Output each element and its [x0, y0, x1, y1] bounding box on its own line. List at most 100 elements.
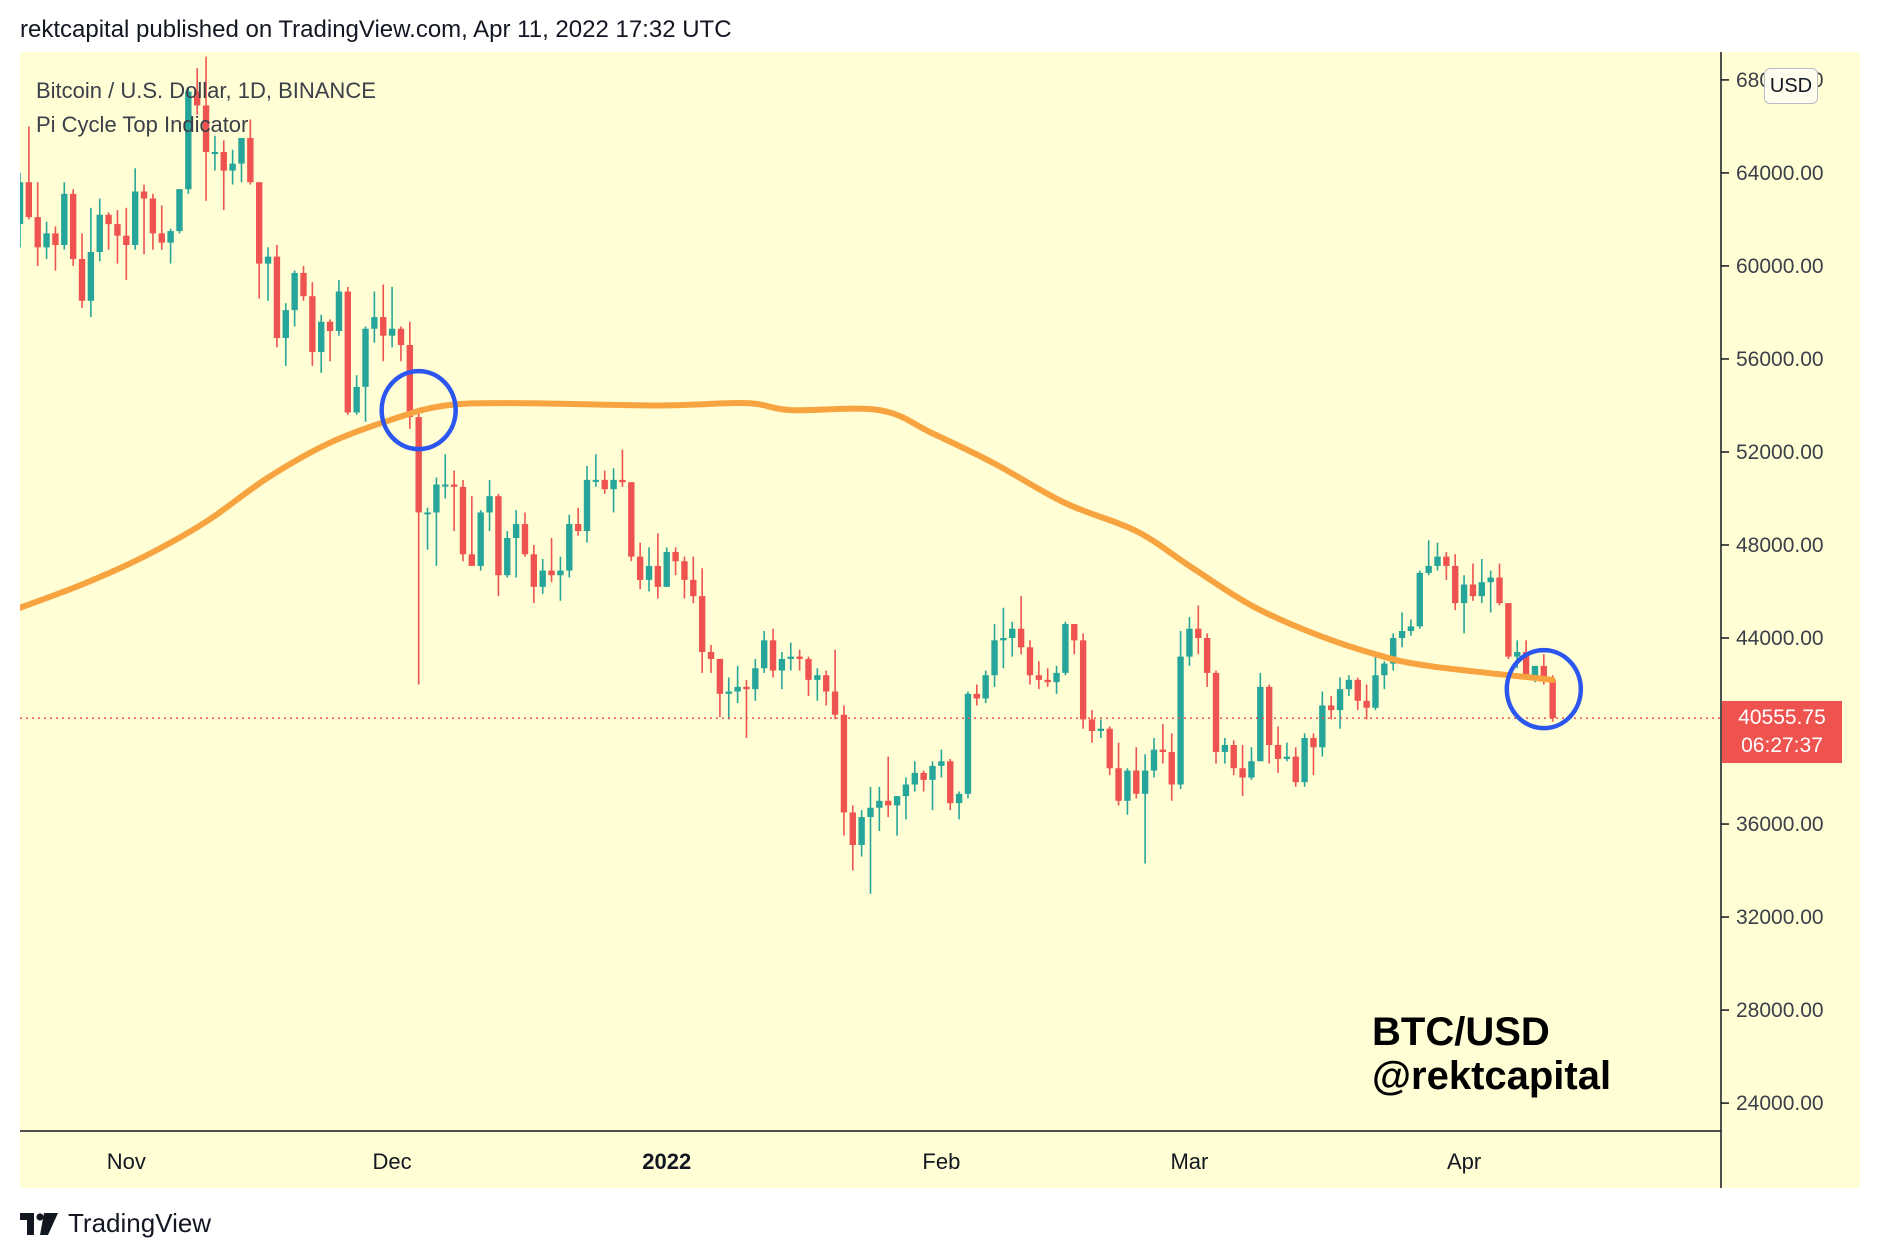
- candle: [1195, 605, 1202, 655]
- candle: [973, 684, 981, 706]
- candle-body: [1540, 665, 1548, 680]
- candle: [247, 119, 254, 185]
- candle-body: [468, 554, 476, 566]
- candle: [1390, 633, 1397, 671]
- candle-body: [672, 551, 679, 562]
- candle: [1150, 738, 1158, 778]
- candle-body: [1044, 679, 1051, 683]
- footer-brand[interactable]: TradingView: [20, 1208, 211, 1239]
- candle: [902, 777, 910, 820]
- candle: [318, 314, 325, 373]
- candle-body: [273, 256, 281, 339]
- candle: [52, 226, 59, 271]
- candle-body: [645, 565, 653, 580]
- annotation-circle: [379, 368, 458, 452]
- candle: [840, 705, 848, 836]
- candle-body: [1053, 672, 1060, 683]
- candle: [1017, 596, 1025, 655]
- candle-body: [353, 386, 360, 413]
- candle: [1336, 677, 1344, 729]
- candle-body: [876, 800, 883, 808]
- candle-body: [601, 479, 608, 490]
- candle-body: [760, 640, 768, 669]
- candle: [1407, 619, 1415, 636]
- candle-body: [539, 570, 546, 587]
- currency-badge[interactable]: USD: [1764, 68, 1818, 104]
- candle: [1159, 724, 1167, 764]
- candle-body: [1372, 675, 1379, 708]
- candle-body: [1398, 631, 1406, 639]
- candle-body: [167, 231, 174, 243]
- candle: [388, 286, 396, 348]
- candle-body: [114, 224, 121, 236]
- candle: [876, 786, 883, 832]
- candle: [442, 454, 449, 499]
- candle: [1274, 726, 1282, 773]
- candle: [1319, 691, 1326, 757]
- candle: [309, 282, 316, 366]
- candle-body: [415, 417, 422, 513]
- candle: [663, 547, 670, 587]
- candle: [911, 761, 918, 792]
- candle: [353, 375, 360, 415]
- price-tick-label: 32000.00: [1736, 906, 1824, 929]
- candle: [778, 651, 786, 690]
- candle-body: [1274, 744, 1282, 759]
- candle: [415, 407, 422, 685]
- candle: [734, 665, 741, 704]
- candle-body: [140, 191, 148, 199]
- candle: [202, 56, 210, 201]
- candle: [43, 221, 50, 259]
- candle: [1505, 603, 1512, 659]
- candle: [1035, 661, 1043, 690]
- candle: [867, 786, 874, 894]
- price-tick-label: 60000.00: [1736, 255, 1824, 278]
- candle-body: [1257, 686, 1264, 762]
- candle: [982, 670, 989, 704]
- candle: [1345, 675, 1353, 697]
- candle: [1079, 633, 1087, 729]
- candle: [123, 207, 130, 280]
- candle-body: [406, 345, 414, 418]
- candle-body: [247, 138, 254, 183]
- candle-body: [1009, 628, 1016, 639]
- candle-body: [663, 551, 670, 587]
- chart-svg[interactable]: 68000.0064000.0060000.0056000.0052000.00…: [20, 52, 1860, 1188]
- candle-body: [530, 554, 538, 587]
- candle: [459, 479, 467, 562]
- candle: [167, 228, 174, 264]
- candle-body: [769, 640, 777, 671]
- candle-body: [43, 233, 50, 248]
- candle-body: [548, 570, 555, 576]
- candle-body: [1079, 640, 1087, 720]
- candle: [1026, 640, 1034, 685]
- candle-body: [282, 310, 289, 339]
- candle-body: [628, 482, 635, 557]
- candle-body: [1452, 565, 1459, 604]
- candle: [273, 245, 281, 348]
- time-tick-label: Feb: [922, 1149, 960, 1174]
- candle: [955, 791, 963, 820]
- candle: [397, 326, 405, 362]
- candle: [1000, 607, 1007, 669]
- candle-body: [87, 251, 95, 301]
- candle-body: [840, 714, 848, 813]
- candle-body: [69, 193, 77, 259]
- candle-body: [1106, 728, 1113, 769]
- candle-body: [1496, 577, 1503, 604]
- candle-body: [1310, 738, 1317, 748]
- candle: [814, 668, 821, 701]
- candle-body: [1239, 768, 1246, 778]
- candle: [805, 656, 812, 697]
- candle-body: [388, 328, 396, 336]
- candle-body: [1035, 675, 1043, 680]
- candle-body: [1390, 638, 1397, 664]
- candle-body: [433, 484, 440, 513]
- chart-frame[interactable]: 68000.0064000.0060000.0056000.0052000.00…: [20, 52, 1860, 1188]
- candle: [760, 631, 768, 673]
- candle: [1088, 710, 1096, 743]
- candle: [1301, 733, 1308, 787]
- candle: [1469, 563, 1477, 601]
- candle: [1327, 696, 1335, 720]
- price-tick-label: 52000.00: [1736, 441, 1824, 464]
